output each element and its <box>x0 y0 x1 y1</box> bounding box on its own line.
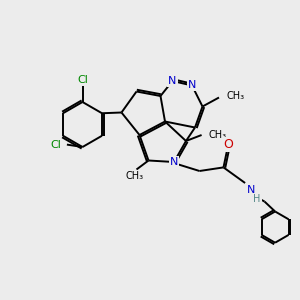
Text: N: N <box>170 157 178 167</box>
Text: CH₃: CH₃ <box>125 171 143 181</box>
Text: N: N <box>247 185 255 195</box>
Text: H: H <box>254 194 261 203</box>
Text: O: O <box>223 138 232 151</box>
Text: CH₃: CH₃ <box>208 130 226 140</box>
Text: N: N <box>168 76 177 86</box>
Text: CH₃: CH₃ <box>226 91 244 101</box>
Text: N: N <box>188 80 196 91</box>
Text: Cl: Cl <box>50 140 61 150</box>
Text: Cl: Cl <box>77 75 88 85</box>
